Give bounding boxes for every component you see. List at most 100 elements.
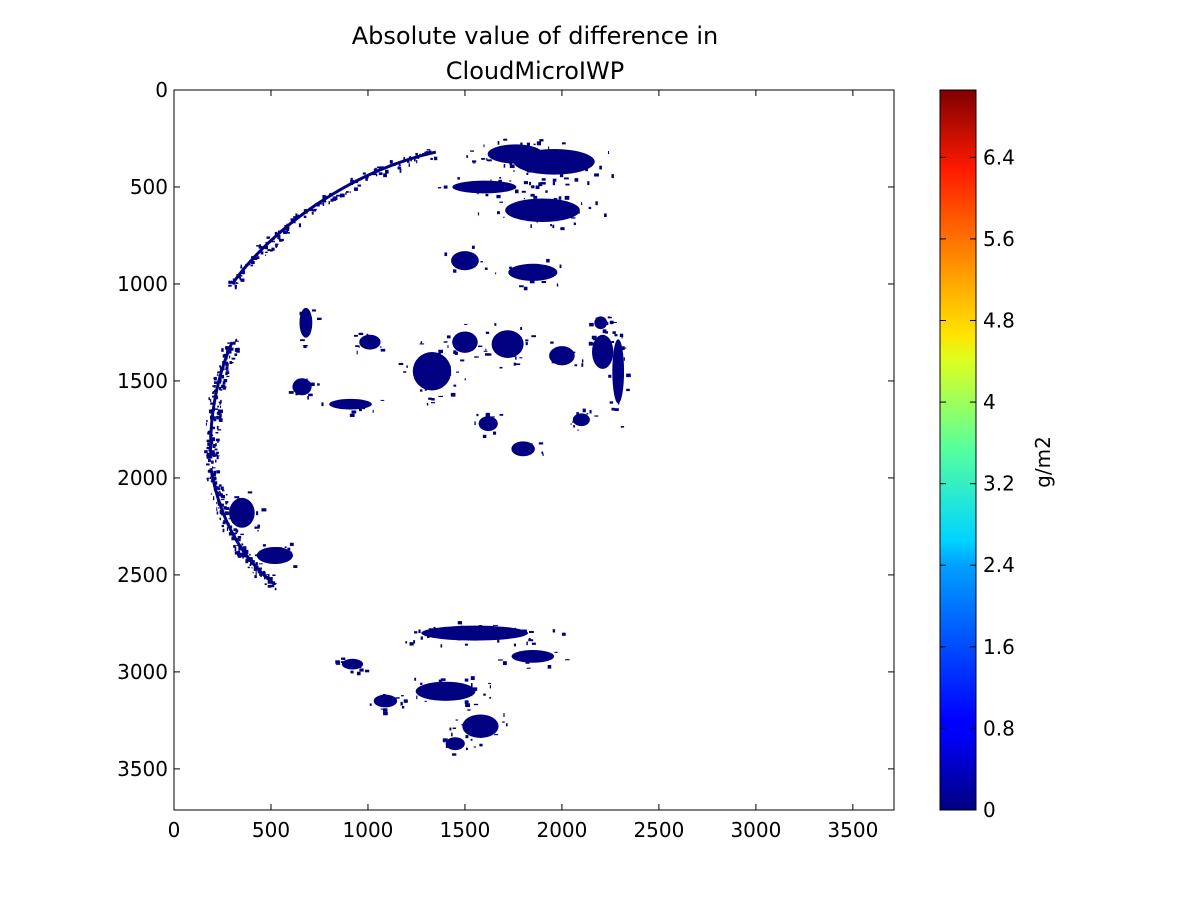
cloud-speck: [211, 426, 215, 430]
cloud-speck: [410, 158, 412, 162]
cloud-patch: [478, 416, 498, 432]
cloud-speck: [228, 517, 230, 520]
y-tick-label: 1000: [117, 272, 168, 296]
cloud-speck: [561, 632, 566, 636]
cloud-speck: [262, 570, 266, 575]
cloud-speck: [550, 341, 554, 344]
cloud-speck: [405, 641, 408, 644]
cloud-speck: [480, 424, 483, 426]
cloud-speck: [609, 401, 614, 404]
cloud-speck: [447, 365, 451, 369]
cloud-speck: [264, 251, 268, 253]
cloud-speck: [577, 211, 580, 214]
cloud-speck: [210, 493, 213, 495]
cloud-speck: [438, 361, 444, 363]
cloud-speck: [454, 738, 458, 743]
cloud-speck: [478, 625, 483, 627]
cloud-speck: [230, 531, 232, 535]
cloud-speck: [249, 557, 253, 561]
cloud-speck: [483, 693, 486, 696]
cloud-speck: [267, 574, 270, 578]
cloud-speck: [502, 721, 505, 723]
cloud-speck: [215, 438, 220, 442]
cloud-speck: [473, 703, 479, 706]
cloud-speck: [287, 227, 290, 231]
cloud-speck: [525, 339, 529, 342]
cloud-speck: [539, 660, 542, 662]
cloud-speck: [380, 166, 384, 168]
cloud-speck: [609, 321, 613, 325]
cloud-speck: [218, 486, 220, 489]
cloud-speck: [365, 176, 368, 181]
cloud-speck: [566, 356, 572, 360]
cloud-speck: [620, 425, 625, 428]
cloud-speck: [216, 501, 218, 505]
cloud-speck: [614, 408, 619, 412]
cloud-speck: [576, 166, 578, 168]
cloud-speck: [415, 152, 418, 156]
cloud-speck: [255, 571, 257, 575]
cloud-speck: [226, 375, 230, 378]
cloud-speck: [561, 215, 567, 219]
cloud-speck: [215, 454, 218, 457]
cloud-speck: [215, 488, 217, 491]
cloud-speck: [565, 208, 570, 212]
cloud-speck: [484, 267, 488, 270]
cloud-speck: [431, 398, 435, 401]
cloud-speck: [403, 157, 406, 161]
cloud-speck: [257, 570, 261, 574]
cloud-speck: [288, 391, 294, 394]
cloud-speck: [249, 553, 251, 556]
cloud-speck: [226, 370, 229, 372]
cloud-speck: [536, 141, 542, 146]
cloud-speck: [217, 371, 219, 374]
cloud-speck: [209, 431, 213, 436]
colorbar-tick-label: 4: [983, 390, 996, 414]
cloud-speck: [238, 538, 241, 542]
cloud-speck: [219, 365, 221, 368]
cloud-speck: [492, 625, 498, 627]
cloud-speck: [611, 174, 614, 179]
cloud-speck: [564, 195, 570, 200]
cloud-speck: [479, 722, 483, 724]
cloud-speck: [525, 652, 528, 655]
cloud-speck: [232, 521, 236, 523]
x-tick-label: 2000: [536, 818, 587, 842]
cloud-speck: [287, 224, 290, 227]
cloud-speck: [332, 197, 337, 201]
cloud-patch: [572, 413, 590, 427]
cloud-speck: [229, 349, 232, 351]
cloud-speck: [356, 671, 361, 676]
cloud-speck: [559, 264, 562, 269]
cloud-speck: [432, 376, 438, 380]
cloud-speck: [222, 360, 225, 365]
cloud-speck: [324, 198, 326, 203]
cloud-speck: [245, 558, 248, 562]
cloud-speck: [225, 362, 229, 367]
data-layer: [204, 138, 631, 756]
cloud-speck: [390, 163, 392, 165]
cloud-speck: [223, 380, 226, 384]
cloud-speck: [425, 633, 427, 636]
cloud-speck: [530, 209, 534, 214]
cloud-speck: [214, 398, 216, 401]
cloud-speck: [221, 348, 224, 352]
cloud-speck: [291, 219, 295, 223]
cloud-speck: [485, 158, 488, 160]
cloud-speck: [415, 366, 418, 370]
cloud-speck: [212, 408, 215, 412]
cloud-speck: [251, 508, 254, 513]
cloud-speck: [514, 627, 516, 629]
cloud-speck: [592, 342, 596, 346]
cloud-speck: [219, 402, 221, 405]
cloud-speck: [311, 211, 314, 215]
cloud-speck: [400, 695, 404, 697]
cloud-speck: [453, 269, 457, 273]
cloud-speck: [513, 643, 517, 647]
cloud-speck: [249, 563, 252, 567]
cloud-speck: [300, 339, 305, 342]
cloud-speck: [445, 634, 447, 637]
cloud-speck: [217, 441, 219, 444]
cloud-speck: [438, 688, 444, 691]
cloud-speck: [237, 553, 242, 558]
